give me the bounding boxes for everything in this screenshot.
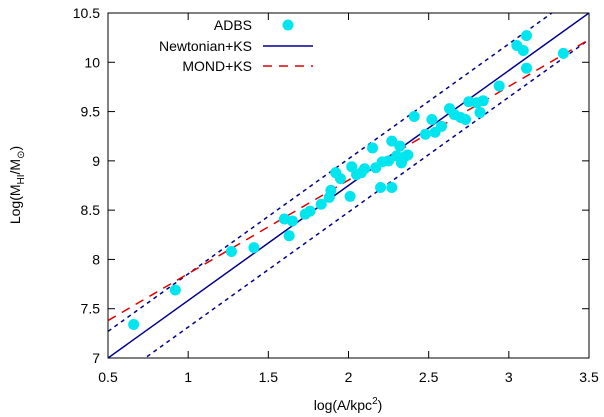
adbs-point [493, 80, 505, 92]
adbs-point [128, 318, 140, 330]
adbs-point [346, 161, 358, 173]
y-tick-label: 9.5 [81, 104, 101, 120]
adbs-point [435, 120, 447, 132]
x-tick-label: 1 [184, 369, 192, 385]
x-tick-label: 2 [345, 369, 353, 385]
adbs-point [460, 113, 472, 125]
adbs-point [169, 284, 181, 296]
x-tick-label: 3.5 [579, 369, 599, 385]
legend: ADBS Newtonian+KS MOND+KS [159, 17, 313, 74]
y-tick-label: 7.5 [81, 301, 101, 317]
adbs-point [386, 181, 398, 193]
adbs-point [304, 205, 316, 217]
x-tick-label: 0.5 [98, 369, 118, 385]
adbs-point [477, 95, 489, 107]
adbs-point [315, 198, 327, 210]
axis-ticks [107, 12, 590, 359]
adbs-point [474, 107, 486, 119]
y-tick-label: 7 [92, 350, 100, 366]
adbs-point [419, 128, 431, 140]
legend-label-adbs: ADBS [214, 17, 252, 33]
newtonian-ks-line [108, 13, 589, 358]
newtonian-upper-bound-line [108, 13, 554, 332]
x-tick-label: 1.5 [259, 369, 279, 385]
model-lines [108, 13, 589, 358]
y-tick-label: 10.5 [73, 5, 100, 21]
adbs-point [367, 142, 379, 154]
newtonian-lower-bound-line [143, 39, 589, 358]
x-tick-label: 2.5 [419, 369, 439, 385]
legend-label-newtonian: Newtonian+KS [159, 38, 252, 54]
legend-marker-adbs [282, 19, 294, 31]
y-tick-label: 8.5 [81, 202, 101, 218]
adbs-point [426, 113, 438, 125]
adbs-point [402, 149, 414, 161]
data-points [128, 30, 569, 330]
y-tick-label: 9 [92, 153, 100, 169]
x-tick-label: 3 [505, 369, 513, 385]
adbs-point [394, 140, 406, 152]
adbs-point [557, 47, 569, 59]
adbs-point [386, 135, 398, 147]
adbs-point [463, 96, 475, 108]
adbs-point [283, 230, 295, 242]
adbs-point [408, 111, 420, 122]
adbs-point [517, 44, 529, 56]
adbs-point [286, 215, 298, 227]
adbs-point [344, 190, 356, 202]
adbs-point [325, 184, 337, 196]
adbs-point [375, 181, 387, 193]
y-axis-label: Log(MHI/M⊙) [7, 146, 27, 224]
adbs-point [225, 246, 237, 258]
y-tick-label: 8 [92, 251, 100, 267]
mond-ks-line [108, 38, 589, 322]
adbs-point [520, 62, 532, 74]
adbs-point [334, 173, 346, 185]
y-tick-label: 10 [84, 54, 100, 70]
adbs-point [359, 163, 371, 175]
x-tick-labels: 0.5 1 1.5 2 2.5 3 3.5 [98, 369, 599, 385]
adbs-point [383, 155, 395, 167]
legend-label-mond: MOND+KS [182, 58, 252, 74]
adbs-point [520, 30, 532, 42]
x-axis-label: log(A/kpc2) [314, 396, 383, 413]
adbs-point [248, 242, 260, 254]
y-tick-labels: 7 7.5 8 8.5 9 9.5 10 10.5 [73, 5, 100, 366]
